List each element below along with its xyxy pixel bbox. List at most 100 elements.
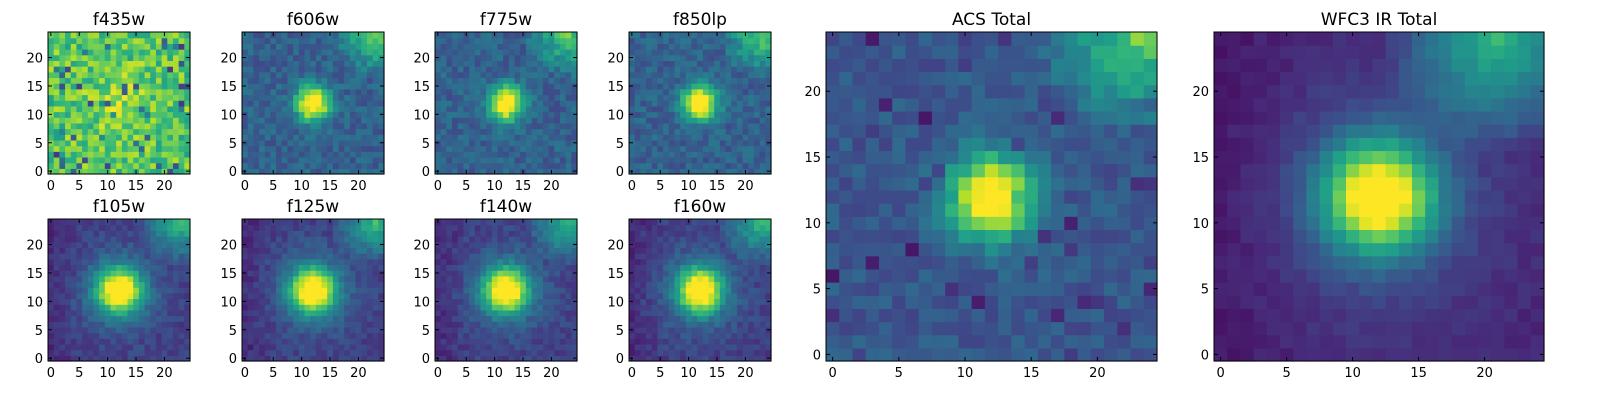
heatmap-cell [531,315,538,322]
heatmap-cell [725,338,732,345]
heatmap-cell [70,287,77,294]
heatmap-cell [537,355,544,362]
heatmap-cell [349,281,357,288]
heatmap-cell [366,338,374,345]
heatmap-cell [110,100,117,107]
heatmap-cell [663,122,670,130]
heatmap-cell [121,151,129,158]
heatmap-cell [48,77,55,84]
heatmap-cell [133,258,140,266]
heatmap-cell [497,292,504,300]
heatmap-cell [508,292,516,300]
heatmap-cell [440,298,447,305]
heatmap-cell [53,94,60,101]
heatmap-cell [355,349,362,356]
heatmap-cell [708,156,715,164]
heatmap-cell [161,315,168,322]
heatmap-cell [486,253,493,260]
heatmap-cell [70,134,77,141]
heatmap-cell [702,275,710,283]
heatmap-cell [121,258,129,266]
heatmap-cell [446,60,453,67]
heatmap-cell [503,151,510,158]
heatmap-cell [508,298,516,305]
heatmap-cell [480,139,487,147]
heatmap-cell [104,338,112,345]
heatmap-cell [520,281,527,288]
heatmap-cell [486,162,493,169]
heatmap-cell [474,304,482,311]
heatmap-cell [765,60,772,67]
heatmap-cell [138,145,146,152]
heatmap-cell [446,151,453,158]
heatmap-cell [82,117,89,124]
heatmap-cell [327,247,334,254]
heatmap-cell [287,145,294,152]
heatmap-cell [70,258,77,266]
heatmap-cell [150,122,157,130]
heatmap-cell [719,349,727,356]
heatmap-cell [463,43,470,50]
heatmap-cell [259,315,266,322]
heatmap-cell [457,338,464,345]
heatmap-cell [680,94,687,101]
heatmap-cell [53,315,60,322]
heatmap-cell [298,264,306,271]
heatmap-cell [571,281,578,288]
heatmap-cell [531,321,538,328]
heatmap-cell [259,287,266,294]
heatmap-cell [440,241,447,248]
heatmap-cell [491,236,499,243]
heatmap-cell [172,281,180,288]
heatmap-cell [514,304,521,311]
heatmap-cell [99,287,106,294]
heatmap-cell [253,49,260,56]
heatmap-cell [571,105,578,113]
heatmap-cell [435,349,442,356]
heatmap-cell [508,49,516,56]
heatmap-cell [474,224,482,231]
heatmap-cell [503,332,510,339]
heatmap-cell [127,162,134,169]
heatmap-cell [327,270,334,277]
heatmap-cell [542,349,550,356]
heatmap-cell [116,315,123,322]
heatmap-cell [53,355,60,362]
heatmap-cell [372,349,379,356]
heatmap-cell [753,343,761,351]
heatmap-cell [304,77,311,84]
heatmap-cell [480,355,487,362]
heatmap-cell [542,94,550,101]
heatmap-cell [531,66,538,73]
heatmap-cell [310,236,317,243]
heatmap-cell [121,315,129,322]
heatmap-cell [742,128,749,135]
heatmap-cell [446,54,453,61]
heatmap-cell [287,94,294,101]
heatmap-cell [525,270,533,277]
heatmap-cell [674,66,681,73]
heatmap-cell [440,258,447,266]
heatmap-cell [640,60,647,67]
heatmap-cell [452,43,459,50]
heatmap-cell [264,156,271,164]
heatmap-cell [663,156,670,164]
heatmap-cell [76,332,83,339]
heatmap-cell [99,275,106,283]
heatmap-cell [548,139,555,147]
heatmap-cell [542,122,550,130]
heatmap-cell [104,66,112,73]
heatmap-cell [736,111,744,118]
heatmap-cell [629,162,636,169]
heatmap-cell [463,94,470,101]
heatmap-cell [668,122,676,130]
heatmap-cell [150,60,157,67]
heatmap-cell [338,151,345,158]
heatmap-cell [127,145,134,152]
heatmap-cell [161,224,168,231]
heatmap-cell [520,315,527,322]
heatmap-cell [178,315,185,322]
heatmap-cell [559,247,567,254]
heatmap-cell [634,281,641,288]
heatmap-cell [554,236,561,243]
